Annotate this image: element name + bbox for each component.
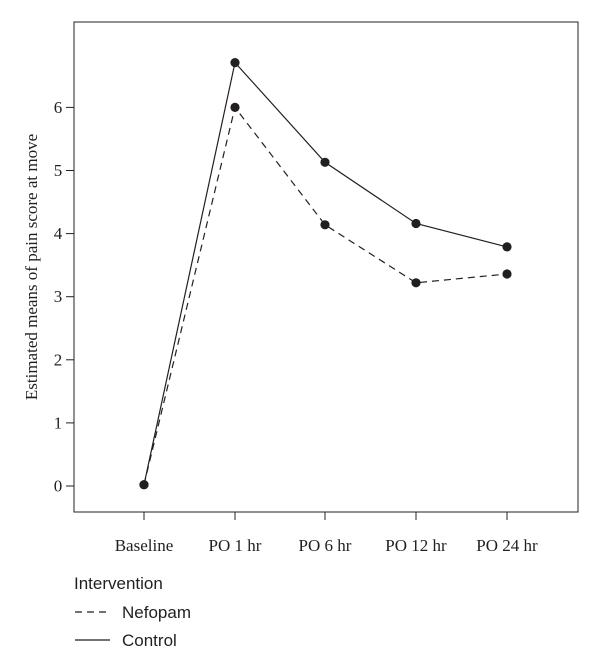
y-tick-label: 0 <box>54 477 63 496</box>
x-tick-label: PO 12 hr <box>385 536 447 555</box>
data-point-control <box>139 480 149 490</box>
legend-label-nefopam: Nefopam <box>122 603 191 622</box>
series-layer <box>139 58 512 490</box>
x-tick-label: Baseline <box>115 536 174 555</box>
series-line-nefopam <box>143 106 508 485</box>
y-axis: 0 1 2 3 4 5 6 <box>54 98 74 496</box>
x-tick-label: PO 24 hr <box>476 536 538 555</box>
data-point-nefopam <box>320 220 330 230</box>
data-point-control <box>411 218 421 229</box>
y-tick-label: 1 <box>54 413 63 432</box>
x-axis: Baseline PO 1 hr PO 6 hr PO 12 hr PO 24 hr <box>115 512 538 555</box>
data-point-control <box>502 242 512 252</box>
x-tick-label: PO 1 hr <box>209 536 262 555</box>
series-line-control <box>143 61 508 485</box>
data-point-nefopam <box>411 278 421 288</box>
y-tick-label: 5 <box>54 161 63 180</box>
y-tick-label: 4 <box>54 224 63 243</box>
plot-frame <box>73 21 579 513</box>
data-point-nefopam <box>502 269 512 279</box>
x-tick-label: PO 6 hr <box>299 536 352 555</box>
y-tick-label: 2 <box>54 350 63 369</box>
legend: Intervention Nefopam Control <box>74 574 191 650</box>
legend-title: Intervention <box>74 574 163 593</box>
y-tick-label: 6 <box>54 98 63 117</box>
y-axis-title: Estimated means of pain score at move <box>22 134 41 400</box>
data-point-nefopam <box>230 102 240 112</box>
legend-label-control: Control <box>122 631 177 650</box>
data-point-control <box>320 157 330 167</box>
y-tick-label: 3 <box>54 287 63 306</box>
data-point-control <box>230 58 240 68</box>
